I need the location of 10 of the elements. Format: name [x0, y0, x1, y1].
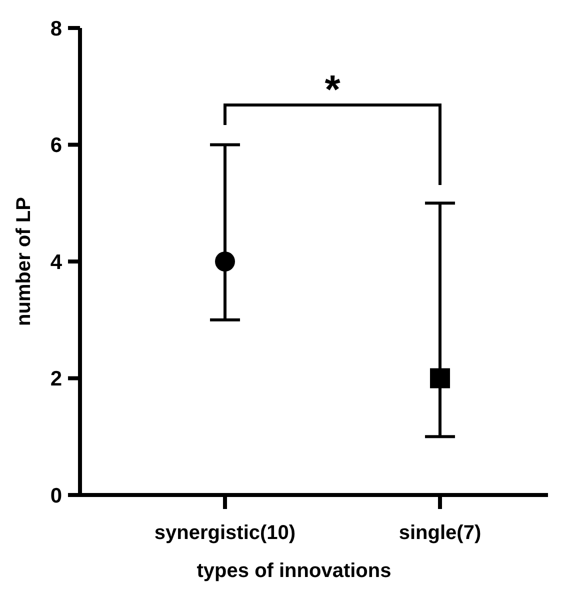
x-tick-label: single(7): [398, 522, 482, 544]
x-tick-label: synergistic(10): [154, 522, 296, 544]
y-tick-label: 6: [50, 134, 62, 158]
y-tick-label: 8: [50, 17, 62, 40]
x-axis-title: types of innovations: [196, 560, 392, 582]
annotation: *: [324, 68, 341, 112]
y-tick-label: 2: [50, 368, 62, 391]
y-tick-label: 0: [50, 484, 62, 508]
y-axis-title: number of LP: [13, 197, 35, 326]
y-tick-label: 4: [50, 250, 62, 274]
